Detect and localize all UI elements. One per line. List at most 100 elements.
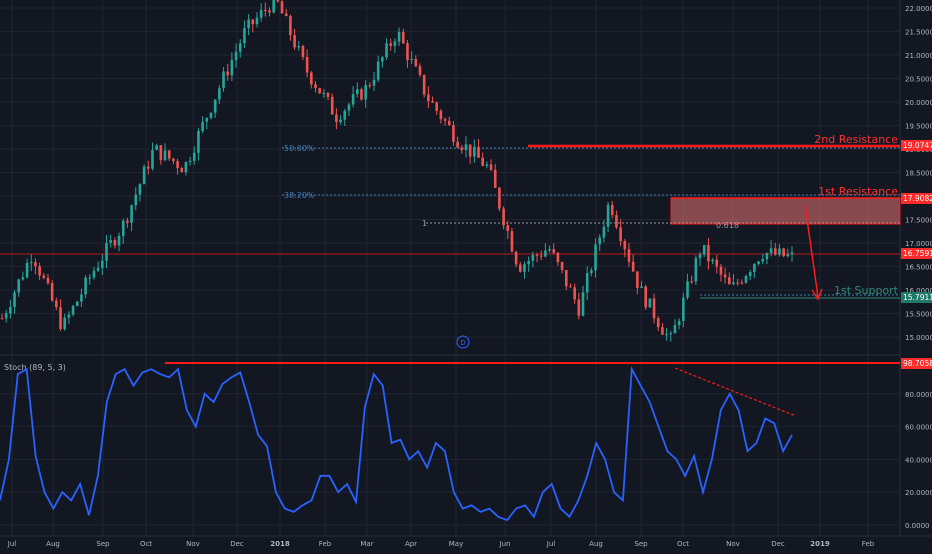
time-tick-label: Aug — [46, 540, 60, 548]
price-tick-label: 22.0000 — [905, 5, 932, 13]
candle-body — [192, 152, 196, 161]
candle-body — [213, 99, 217, 113]
candle-body — [644, 286, 648, 308]
candle-body — [355, 89, 359, 95]
candle-body — [335, 114, 338, 123]
candle-body — [376, 61, 380, 80]
candle-body — [443, 119, 447, 121]
candle-body — [502, 208, 505, 226]
candle-body — [301, 45, 305, 57]
stoch-tick-label: 20.0000 — [905, 489, 932, 497]
candle-body — [218, 88, 221, 100]
candle-body — [4, 313, 8, 319]
candle-body — [226, 71, 230, 76]
time-tick-label: Dec — [230, 540, 244, 548]
candle-body — [723, 274, 727, 278]
candle-body — [464, 144, 468, 151]
time-tick-label: Mar — [360, 540, 373, 548]
time-tick-label: May — [449, 540, 463, 548]
candle-body — [167, 150, 171, 159]
fib-50-label: 50.00% — [284, 144, 315, 153]
candle-body — [46, 277, 50, 284]
candle-body — [481, 157, 484, 166]
candle-body — [422, 74, 426, 95]
candle-body — [92, 270, 96, 278]
candle-body — [55, 300, 58, 308]
candle-body — [677, 320, 681, 326]
candle-body — [9, 307, 12, 314]
stoch-axis: 80.0000 60.0000 40.0000 20.0000 0.0000 — [905, 391, 932, 530]
candle-body — [138, 184, 142, 195]
candle-body — [38, 266, 41, 276]
candle-body — [130, 205, 133, 223]
fib-1-label: 1 — [422, 219, 427, 228]
candle-body — [736, 282, 739, 284]
candle-body — [782, 248, 785, 257]
stoch-line — [0, 366, 793, 522]
candle-body — [765, 253, 769, 260]
candle-body — [569, 286, 572, 288]
price-tick-label: 20.0000 — [905, 99, 932, 107]
candle-body — [96, 267, 100, 271]
candle-body — [573, 287, 576, 300]
candle-body — [151, 149, 154, 169]
candle-body — [619, 227, 622, 241]
candle-body — [452, 125, 455, 142]
candle-body — [75, 301, 79, 306]
candle-body — [627, 249, 631, 262]
price-tick-label: 17.0000 — [905, 240, 932, 248]
candle-body — [427, 94, 430, 102]
candle-body — [347, 104, 351, 111]
candle-body — [594, 244, 597, 271]
price-tick-label: 21.5000 — [905, 29, 932, 37]
time-tick-label: Sep — [96, 540, 110, 548]
candle-body — [510, 230, 514, 252]
candle-body — [17, 279, 21, 293]
candle-body — [682, 297, 685, 321]
candle-body — [477, 146, 480, 158]
projection-arrowhead — [811, 288, 823, 301]
event-marker-label: D — [460, 339, 465, 347]
candle-body — [284, 13, 288, 17]
candle-body — [268, 10, 271, 13]
price-tick-label: 21.0000 — [905, 52, 932, 60]
time-axis: Jul Aug Sep Oct Nov Dec 2018 Feb Mar Apr May Jun Jul… — [7, 540, 875, 548]
candle-body — [71, 305, 75, 315]
candle-body — [786, 254, 790, 257]
candle-body — [105, 242, 108, 261]
candle-body — [88, 277, 92, 279]
candle-body — [564, 269, 568, 287]
candle-body — [652, 298, 656, 319]
candle-body — [761, 259, 765, 262]
resistance-2-label: 2nd Resistance — [814, 133, 898, 146]
event-marker-circle[interactable] — [456, 335, 470, 349]
candle-body — [757, 261, 760, 264]
candle-body — [744, 275, 748, 283]
candle-body — [25, 262, 29, 278]
resistance-zone — [670, 197, 901, 225]
stoch-tick-label: 60.0000 — [905, 424, 932, 432]
price-axis: 22.0000 21.5000 21.0000 20.5000 20.0000 19.50… — [905, 5, 932, 342]
candle-body — [523, 264, 526, 272]
candle-body — [117, 235, 121, 246]
candle-body — [180, 168, 184, 173]
candle-body — [598, 237, 602, 245]
candle-body — [702, 244, 706, 255]
candle-body — [372, 79, 376, 86]
time-tick-label: Nov — [726, 540, 740, 548]
candle-body — [146, 166, 150, 169]
candle-body — [790, 252, 794, 255]
candle-body — [121, 220, 125, 236]
candle-body — [234, 51, 238, 61]
candle-body — [585, 273, 589, 293]
candle-body — [397, 32, 401, 42]
stoch-tick-label: 80.0000 — [905, 391, 932, 399]
price-tick-label: 20.5000 — [905, 76, 932, 84]
time-tick-label: Dec — [771, 540, 785, 548]
time-tick-label: Oct — [140, 540, 152, 548]
candle-body — [251, 19, 255, 25]
candle-body — [0, 318, 4, 320]
candle-body — [673, 325, 677, 334]
price-tick-label: 19.5000 — [905, 123, 932, 131]
candle-body — [753, 263, 756, 272]
